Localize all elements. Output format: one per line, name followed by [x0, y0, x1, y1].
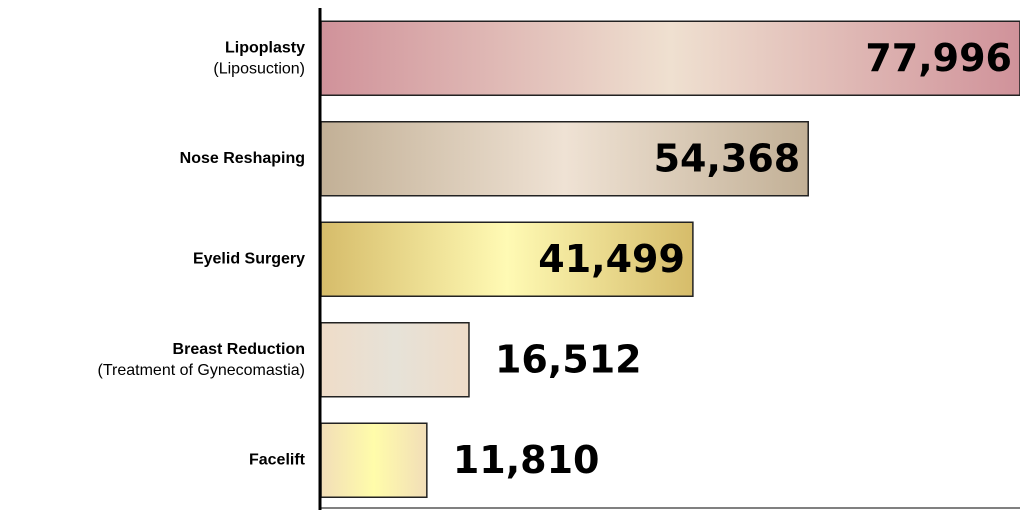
bar	[320, 322, 470, 398]
category-label: Lipoplasty	[225, 39, 305, 56]
plot-area	[320, 20, 1020, 498]
value-label: 41,499	[538, 237, 685, 281]
category-note: (Treatment of Gynecomastia)	[98, 362, 305, 379]
category-label: Eyelid Surgery	[193, 250, 305, 267]
value-label: 54,368	[654, 136, 801, 180]
bar	[320, 20, 1020, 96]
value-label: 11,810	[453, 438, 600, 482]
category-label: Breast Reduction	[173, 341, 305, 358]
bar	[320, 221, 694, 297]
category-label: Facelift	[249, 451, 306, 468]
value-label: 16,512	[495, 337, 642, 381]
value-label: 77,996	[865, 36, 1012, 80]
category-note: (Liposuction)	[213, 60, 305, 77]
bar	[320, 121, 809, 197]
category-label: Nose Reshaping	[180, 150, 305, 167]
bar	[320, 422, 428, 498]
